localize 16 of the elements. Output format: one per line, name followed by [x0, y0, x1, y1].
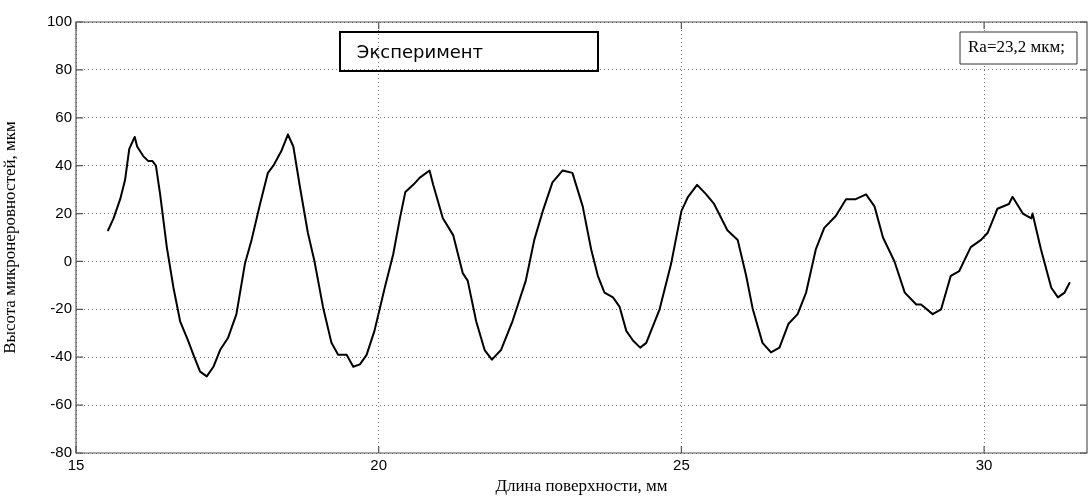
y-tick-label: -20 — [50, 299, 72, 317]
y-tick-label: 100 — [46, 12, 72, 30]
annotation: Ra=23,2 мкм; — [968, 37, 1066, 57]
text: Эксперимент — [340, 32, 597, 70]
x-axis-title: Длина поверхности, мм — [495, 476, 668, 496]
y-tick-label: -40 — [50, 347, 72, 365]
y-tick-label: 40 — [55, 155, 72, 173]
x-tick-label: 25 — [673, 456, 690, 474]
y-tick-label: -60 — [50, 395, 72, 413]
y-axis-title: Высота микронеровностей, мкм — [0, 120, 19, 354]
y-tick-label: 60 — [55, 107, 72, 125]
y-tick-label: 0 — [63, 251, 72, 269]
x-tick-label: 20 — [370, 456, 388, 474]
y-tick-label: 20 — [55, 203, 72, 221]
x-tick-label: 30 — [975, 456, 993, 474]
y-tick-label: 80 — [55, 60, 72, 78]
